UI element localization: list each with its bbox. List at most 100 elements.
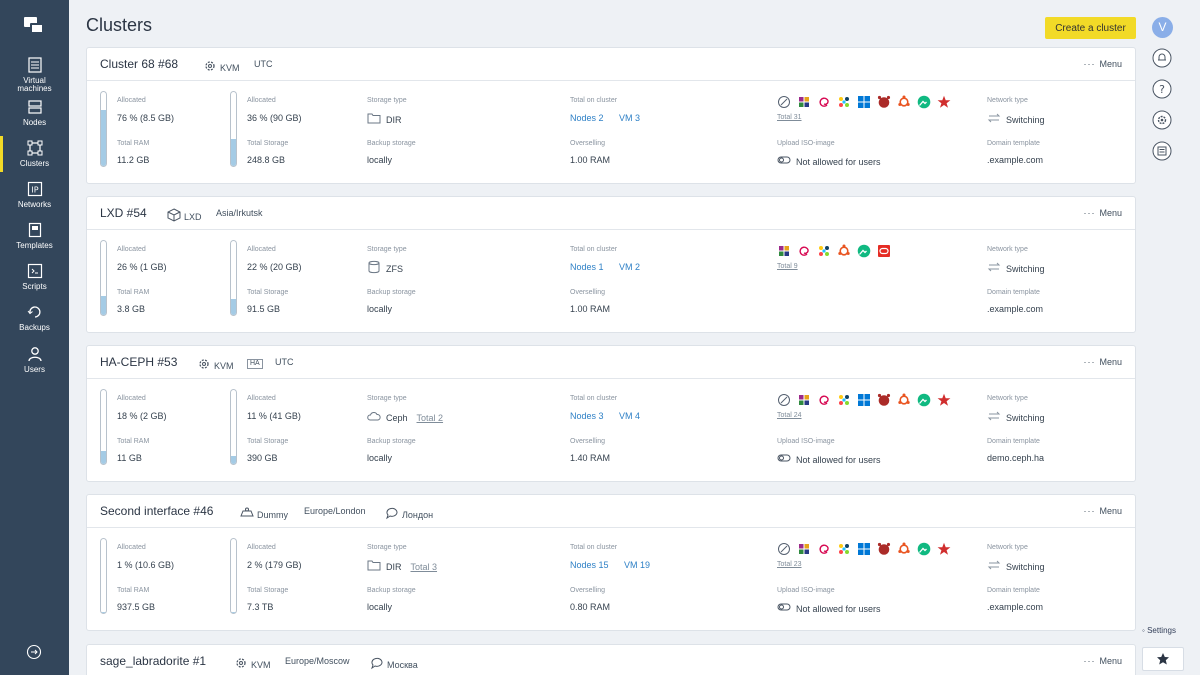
storage-usage-fill (231, 611, 236, 613)
svg-text:IP: IP (31, 186, 38, 195)
nodes-link[interactable]: Nodes 2 (570, 113, 604, 123)
domain-template-label: Domain template (987, 438, 1040, 445)
alma-os-icon (819, 246, 829, 256)
virtualization-type: Dummy (240, 506, 288, 520)
nodes-link[interactable]: Nodes 3 (570, 411, 604, 421)
cluster-menu-button[interactable]: ··· Menu (1083, 357, 1122, 367)
sidebar-item-nodes[interactable]: Nodes (0, 99, 69, 137)
backup-storage-value: locally (367, 453, 393, 463)
storage-usage-bar (230, 240, 237, 316)
overselling-value: 1.00 RAM (570, 155, 611, 165)
nodes-link[interactable]: Nodes 1 (570, 262, 604, 272)
vms-link[interactable]: VM 19 (624, 560, 651, 570)
total-on-cluster-label: Total on cluster (570, 246, 618, 253)
nodes-icon (27, 100, 42, 114)
cluster-name[interactable]: sage_labradorite #1 (100, 654, 207, 668)
ram-usage-fill (101, 109, 106, 166)
lxd-cube-icon (167, 208, 181, 222)
virtualization-label: KVM (214, 361, 234, 371)
favorites-button[interactable] (1142, 647, 1184, 671)
backup-storage-value: locally (367, 155, 393, 165)
freebsd-os-icon (778, 543, 790, 555)
network-type-value: Switching (987, 260, 1045, 274)
toggle-icon (777, 603, 791, 611)
menu-label: Menu (1099, 357, 1122, 367)
alma-os-icon (839, 544, 849, 554)
backup-storage-value: locally (367, 602, 393, 612)
os-total-link[interactable]: Total 9 (777, 263, 798, 270)
cluster-card-46: Second interface #46 Dummy Europe/London… (86, 494, 1136, 631)
alma-os-icon (839, 395, 849, 405)
ram-allocated-label: Allocated (117, 544, 146, 551)
cluster-name[interactable]: Second interface #46 (100, 504, 214, 518)
settings-label: Settings (1147, 626, 1176, 635)
sidebar-item-label: Virtual (23, 76, 46, 85)
help-icon[interactable]: ? (1152, 79, 1172, 99)
list-icon[interactable] (1152, 141, 1172, 161)
storage-total-link[interactable]: Total 2 (416, 413, 444, 423)
cluster-name[interactable]: HA-CEPH #53 (100, 355, 178, 369)
users-icon (27, 347, 42, 362)
gear-icon[interactable] (1152, 110, 1172, 130)
sidebar-item-scripts[interactable]: Scripts (0, 263, 69, 301)
scripts-icon (27, 263, 42, 279)
notifications-bell-icon[interactable] (1152, 48, 1172, 68)
upload-iso-text: Not allowed for users (796, 157, 881, 167)
storage-type-label: Storage type (367, 544, 407, 551)
storage-total-link[interactable]: Total 3 (410, 562, 438, 572)
sidebar-item-virtual-machines[interactable]: Virtual machines (0, 57, 69, 95)
upload-iso-text: Not allowed for users (796, 604, 881, 614)
storage-type-text: Ceph (386, 413, 408, 423)
gear-icon (199, 359, 209, 369)
comment-icon (371, 657, 383, 670)
vms-link[interactable]: VM 4 (619, 411, 641, 421)
storage-usage-fill (231, 139, 236, 166)
timezone: UTC (275, 357, 294, 367)
freebsd2-os-icon (877, 542, 891, 555)
sidebar-item-clusters[interactable]: Clusters (0, 136, 69, 178)
menu-label: Menu (1099, 506, 1122, 516)
sidebar: Virtual machines Nodes Clusters IP Netwo… (0, 0, 69, 675)
create-cluster-button[interactable]: Create a cluster (1045, 17, 1136, 39)
vms-link[interactable]: VM 3 (619, 113, 641, 123)
avatar[interactable]: V (1152, 17, 1173, 38)
vms-link[interactable]: VM 2 (619, 262, 641, 272)
windows-os-icon (858, 394, 870, 406)
debian-os-icon (819, 544, 829, 554)
sidebar-item-templates[interactable]: Templates (0, 222, 69, 260)
overselling-label: Overselling (570, 289, 606, 296)
sidebar-item-users[interactable]: Users (0, 346, 69, 384)
cluster-name[interactable]: Cluster 68 #68 (100, 57, 179, 71)
settings-link[interactable]: ◦ Settings (1142, 626, 1176, 635)
dummy-icon (240, 507, 254, 517)
os-total-link[interactable]: Total 24 (777, 412, 802, 419)
cluster-menu-button[interactable]: ··· Menu (1083, 208, 1122, 218)
storage-type-text: DIR (386, 115, 402, 125)
nodes-link[interactable]: Nodes 15 (570, 560, 609, 570)
ubuntu-os-icon (898, 393, 910, 405)
total-on-cluster-label: Total on cluster (570, 544, 618, 551)
freebsd-os-icon (778, 394, 790, 406)
cluster-menu-button[interactable]: ··· Menu (1083, 506, 1122, 516)
collapse-sidebar-icon[interactable] (26, 644, 42, 660)
sidebar-item-backups[interactable]: Backups (0, 304, 69, 342)
astra-os-icon (937, 393, 951, 406)
overselling-label: Overselling (570, 438, 606, 445)
ubuntu-os-icon (838, 244, 850, 256)
os-icons (777, 542, 957, 556)
total-ram-label: Total RAM (117, 289, 150, 296)
cluster-menu-button[interactable]: ··· Menu (1083, 59, 1122, 69)
sidebar-item-networks[interactable]: IP Networks (0, 181, 69, 219)
os-total-link[interactable]: Total 23 (777, 561, 802, 568)
cluster-menu-button[interactable]: ··· Menu (1083, 656, 1122, 666)
app-logo[interactable] (24, 17, 46, 35)
sidebar-item-label: Templates (16, 241, 53, 250)
os-total-link[interactable]: Total 31 (777, 114, 802, 121)
total-storage-value: 248.8 GB (247, 155, 286, 165)
ubuntu-os-icon (898, 542, 910, 554)
os-icons (777, 95, 957, 109)
cluster-card-53: HA-CEPH #53 KVM HA UTC ··· Menu Allocated… (86, 345, 1136, 482)
clusters-icon (27, 140, 42, 156)
overselling-label: Overselling (570, 587, 606, 594)
cluster-name[interactable]: LXD #54 (100, 206, 147, 220)
